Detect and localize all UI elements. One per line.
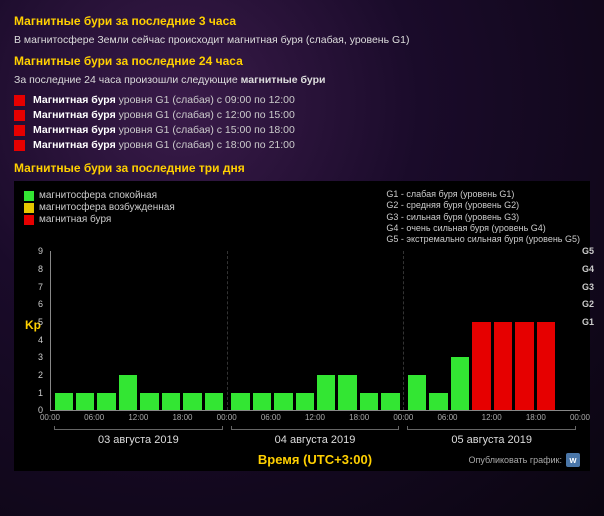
g-scale-item: G3 - сильная буря (уровень G3) <box>386 212 580 223</box>
legend-color-icon <box>24 203 34 213</box>
x-tick: 06:00 <box>437 413 457 422</box>
vk-icon[interactable]: w <box>566 453 580 467</box>
day-labels: 03 августа 2019 04 августа 2019 05 августа… <box>50 429 580 446</box>
g-level-label: G5 <box>582 246 600 256</box>
x-tick: 18:00 <box>526 413 546 422</box>
legend-left: магнитосфера спокойнаямагнитосфера возбу… <box>24 189 175 245</box>
y-tick: 7 <box>25 282 43 292</box>
storm-color-icon <box>14 95 25 106</box>
chart-bar <box>97 393 115 411</box>
chart-bar <box>494 322 512 410</box>
day-group <box>404 251 580 410</box>
chart-bar <box>205 393 223 411</box>
y-tick: 8 <box>25 264 43 274</box>
storm-row: Магнитная буря уровня G1 (слабая) с 12:0… <box>14 109 590 121</box>
storm-row: Магнитная буря уровня G1 (слабая) с 09:0… <box>14 94 590 106</box>
storm-color-icon <box>14 125 25 136</box>
g-scale-item: G2 - средняя буря (уровень G2) <box>386 200 580 211</box>
chart-bar <box>451 357 469 410</box>
y-tick: 3 <box>25 352 43 362</box>
heading-24h: Магнитные бури за последние 24 часа <box>14 54 590 68</box>
chart-bar <box>162 393 180 411</box>
g-scale-item: G4 - очень сильная буря (уровень G4) <box>386 223 580 234</box>
g-level-label: G3 <box>582 282 600 292</box>
legend-item: магнитосфера возбужденная <box>24 202 175 213</box>
x-tick: 18:00 <box>172 413 192 422</box>
publish-row: Опубликовать график: w <box>468 453 580 467</box>
g-level-label: G4 <box>582 264 600 274</box>
chart-bar <box>381 393 399 411</box>
chart-bar <box>140 393 158 411</box>
y-tick: 2 <box>25 370 43 380</box>
chart-plot: Kp 0123456789G1G2G3G4G5 <box>50 251 580 411</box>
x-tick: 00:00 <box>570 413 590 422</box>
chart-bar <box>360 393 378 411</box>
chart-bar <box>55 393 73 411</box>
y-tick: 1 <box>25 388 43 398</box>
chart-bar <box>537 322 555 410</box>
legend-right: G1 - слабая буря (уровень G1)G2 - средня… <box>386 189 580 245</box>
x-tick: 18:00 <box>349 413 369 422</box>
day-group <box>51 251 228 410</box>
g-scale-item: G1 - слабая буря (уровень G1) <box>386 189 580 200</box>
storm-row: Магнитная буря уровня G1 (слабая) с 18:0… <box>14 139 590 151</box>
legend-item: магнитосфера спокойная <box>24 190 175 201</box>
y-tick: 5 <box>25 317 43 327</box>
chart-bar <box>408 375 426 410</box>
storm-color-icon <box>14 140 25 151</box>
chart-bar <box>296 393 314 411</box>
subtext-3h: В магнитосфере Земли сейчас происходит м… <box>14 34 590 46</box>
publish-label: Опубликовать график: <box>468 455 562 465</box>
day-group <box>228 251 405 410</box>
x-tick: 00:00 <box>40 413 60 422</box>
x-tick: 00:00 <box>393 413 413 422</box>
legend-color-icon <box>24 191 34 201</box>
chart-bar <box>183 393 201 411</box>
x-tick: 06:00 <box>84 413 104 422</box>
chart-bar <box>317 375 335 410</box>
y-tick: 6 <box>25 299 43 309</box>
x-tick: 12:00 <box>482 413 502 422</box>
x-tick: 12:00 <box>305 413 325 422</box>
chart-bar <box>472 322 490 410</box>
chart-bar <box>119 375 137 410</box>
chart-bar <box>231 393 249 411</box>
storm-row: Магнитная буря уровня G1 (слабая) с 15:0… <box>14 124 590 136</box>
x-tick: 06:00 <box>261 413 281 422</box>
chart-bar <box>253 393 271 411</box>
y-tick: 9 <box>25 246 43 256</box>
legend-color-icon <box>24 215 34 225</box>
day-label: 03 августа 2019 <box>54 429 223 446</box>
y-tick: 4 <box>25 335 43 345</box>
x-ticks: 00:00 06:00 12:00 18:00 00:00 06:00 12:00 18:00… <box>50 411 580 423</box>
storm-list: Магнитная буря уровня G1 (слабая) с 09:0… <box>14 94 590 151</box>
heading-3h: Магнитные бури за последние 3 часа <box>14 14 590 28</box>
x-tick: 12:00 <box>128 413 148 422</box>
x-tick: 00:00 <box>217 413 237 422</box>
chart-bar <box>429 393 447 411</box>
chart-container: магнитосфера спокойнаямагнитосфера возбу… <box>14 181 590 471</box>
day-label: 04 августа 2019 <box>231 429 400 446</box>
subtext-24h: За последние 24 часа произошли следующие… <box>14 74 590 86</box>
chart-bar <box>76 393 94 411</box>
chart-bar <box>338 375 356 410</box>
g-level-label: G1 <box>582 317 600 327</box>
heading-3d: Магнитные бури за последние три дня <box>14 161 590 175</box>
g-scale-item: G5 - экстремально сильная буря (уровень … <box>386 234 580 245</box>
storm-color-icon <box>14 110 25 121</box>
g-level-label: G2 <box>582 299 600 309</box>
chart-bar <box>515 322 533 410</box>
legend-item: магнитная буря <box>24 214 175 225</box>
chart-bar <box>274 393 292 411</box>
day-label: 05 августа 2019 <box>407 429 576 446</box>
